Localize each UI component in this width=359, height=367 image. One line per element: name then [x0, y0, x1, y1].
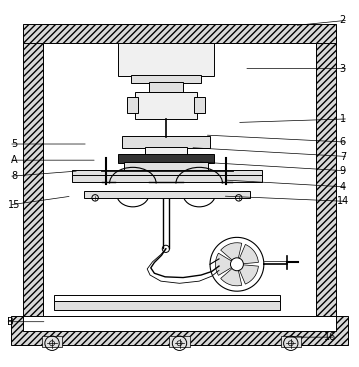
Text: 7: 7 — [340, 152, 346, 161]
Bar — [43, 44, 316, 316]
Circle shape — [230, 258, 243, 271]
Bar — [23, 26, 43, 316]
Bar — [122, 136, 210, 148]
Bar — [124, 162, 208, 171]
Text: 3: 3 — [340, 63, 346, 74]
Text: 5: 5 — [11, 139, 18, 149]
Text: A: A — [11, 155, 18, 165]
Text: 8: 8 — [11, 171, 18, 181]
Text: 2: 2 — [340, 15, 346, 25]
Bar — [11, 316, 348, 345]
Bar — [54, 295, 280, 302]
Bar — [145, 147, 187, 155]
Bar — [54, 301, 280, 310]
Bar — [84, 192, 250, 198]
Wedge shape — [237, 244, 258, 264]
Wedge shape — [215, 253, 237, 275]
Bar — [127, 97, 138, 113]
Text: 9: 9 — [340, 166, 346, 176]
Text: 16: 16 — [324, 332, 336, 342]
Text: 4: 4 — [340, 182, 346, 192]
Bar — [281, 336, 301, 347]
Bar — [118, 154, 214, 163]
Bar — [23, 316, 336, 331]
Bar — [42, 336, 62, 347]
Text: 6: 6 — [340, 137, 346, 147]
Bar — [23, 24, 336, 44]
Text: 14: 14 — [337, 196, 349, 207]
Bar — [169, 336, 190, 347]
Bar — [118, 44, 214, 76]
Bar — [72, 175, 262, 182]
Bar — [135, 92, 197, 119]
Bar — [194, 97, 205, 113]
Wedge shape — [237, 264, 258, 284]
Bar — [316, 26, 336, 316]
Text: B: B — [8, 317, 14, 327]
Wedge shape — [221, 243, 242, 264]
Bar — [131, 75, 201, 83]
Bar — [72, 170, 262, 175]
Wedge shape — [221, 264, 242, 286]
Text: 1: 1 — [340, 114, 346, 124]
Bar — [149, 82, 183, 92]
Text: 15: 15 — [8, 200, 20, 210]
